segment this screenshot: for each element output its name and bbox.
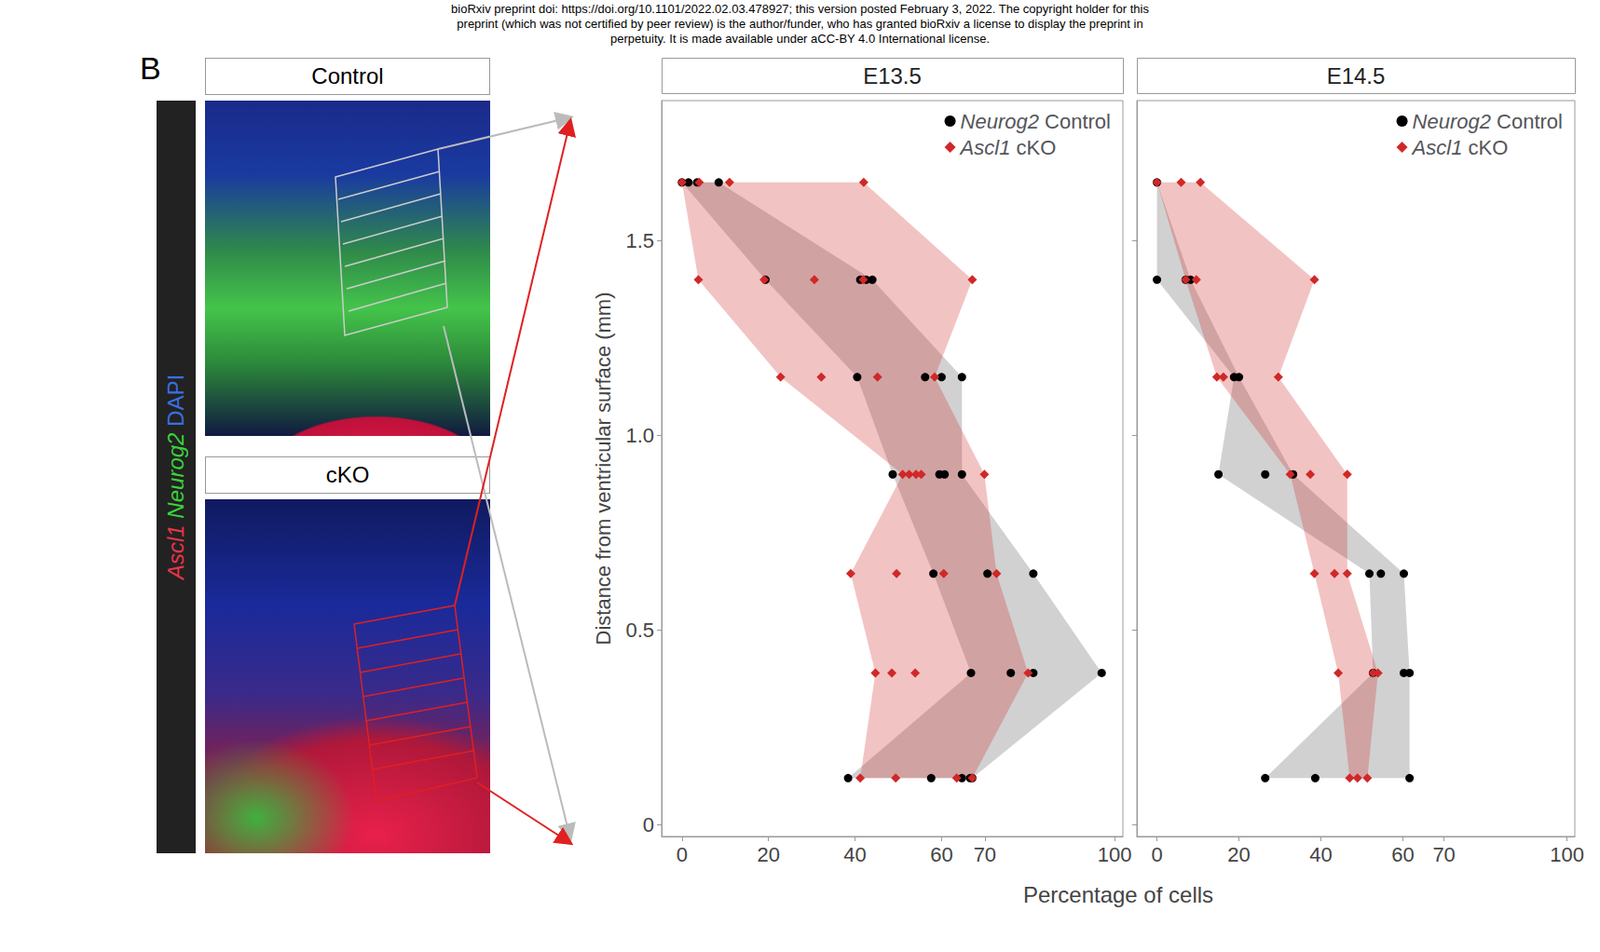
svg-text:20: 20: [1227, 843, 1250, 867]
svg-text:0: 0: [676, 843, 688, 867]
svg-text:Neurog2: Neurog2: [1412, 109, 1491, 134]
svg-text:cKO: cKO: [1467, 136, 1508, 160]
svg-text:E13.5: E13.5: [862, 63, 922, 89]
html-text:cKO: cKO: [325, 462, 370, 488]
svg-text:Ascl1: Ascl1: [1410, 136, 1464, 160]
svg-text:Percentage of cells: Percentage of cells: [1023, 882, 1214, 908]
svg-text:0.5: 0.5: [625, 618, 655, 643]
svg-text:70: 70: [973, 843, 997, 867]
html-text:perpetuity. It is made availab: perpetuity. It is made available under a…: [610, 31, 990, 46]
svg-text:60: 60: [1391, 843, 1414, 867]
html-text:DAPI: DAPI: [163, 374, 189, 427]
svg-text:100: 100: [1097, 843, 1133, 867]
svg-text:1.0: 1.0: [625, 423, 655, 448]
html-text:Ascl1: Ascl1: [163, 525, 189, 580]
svg-text:0: 0: [1150, 843, 1163, 867]
svg-text:70: 70: [1432, 843, 1455, 867]
svg-text:Control: Control: [1044, 109, 1111, 134]
svg-text:Distance from ventricular surf: Distance from ventricular surface (mm): [591, 292, 616, 646]
svg-text:20: 20: [756, 843, 780, 867]
html-text:B: B: [139, 50, 161, 86]
svg-text:Control: Control: [1496, 109, 1563, 134]
svg-text:Ascl1: Ascl1: [958, 136, 1012, 160]
svg-text:60: 60: [929, 843, 953, 867]
html-text:bioRxiv preprint doi: https://: bioRxiv preprint doi: https://doi.org/10…: [451, 1, 1149, 16]
svg-text:40: 40: [1309, 843, 1332, 867]
svg-text:0: 0: [642, 813, 655, 837]
svg-text:E14.5: E14.5: [1326, 63, 1386, 89]
html-text:Control: Control: [311, 63, 384, 89]
svg-text:cKO: cKO: [1015, 136, 1056, 160]
html-text:Neurog2: Neurog2: [163, 432, 189, 519]
svg-text:100: 100: [1549, 843, 1585, 867]
html-text:preprint (which was not certif: preprint (which was not certified by pee…: [456, 16, 1144, 31]
svg-text:Neurog2: Neurog2: [960, 109, 1040, 134]
svg-text:40: 40: [843, 843, 866, 867]
svg-text:1.5: 1.5: [625, 229, 655, 253]
